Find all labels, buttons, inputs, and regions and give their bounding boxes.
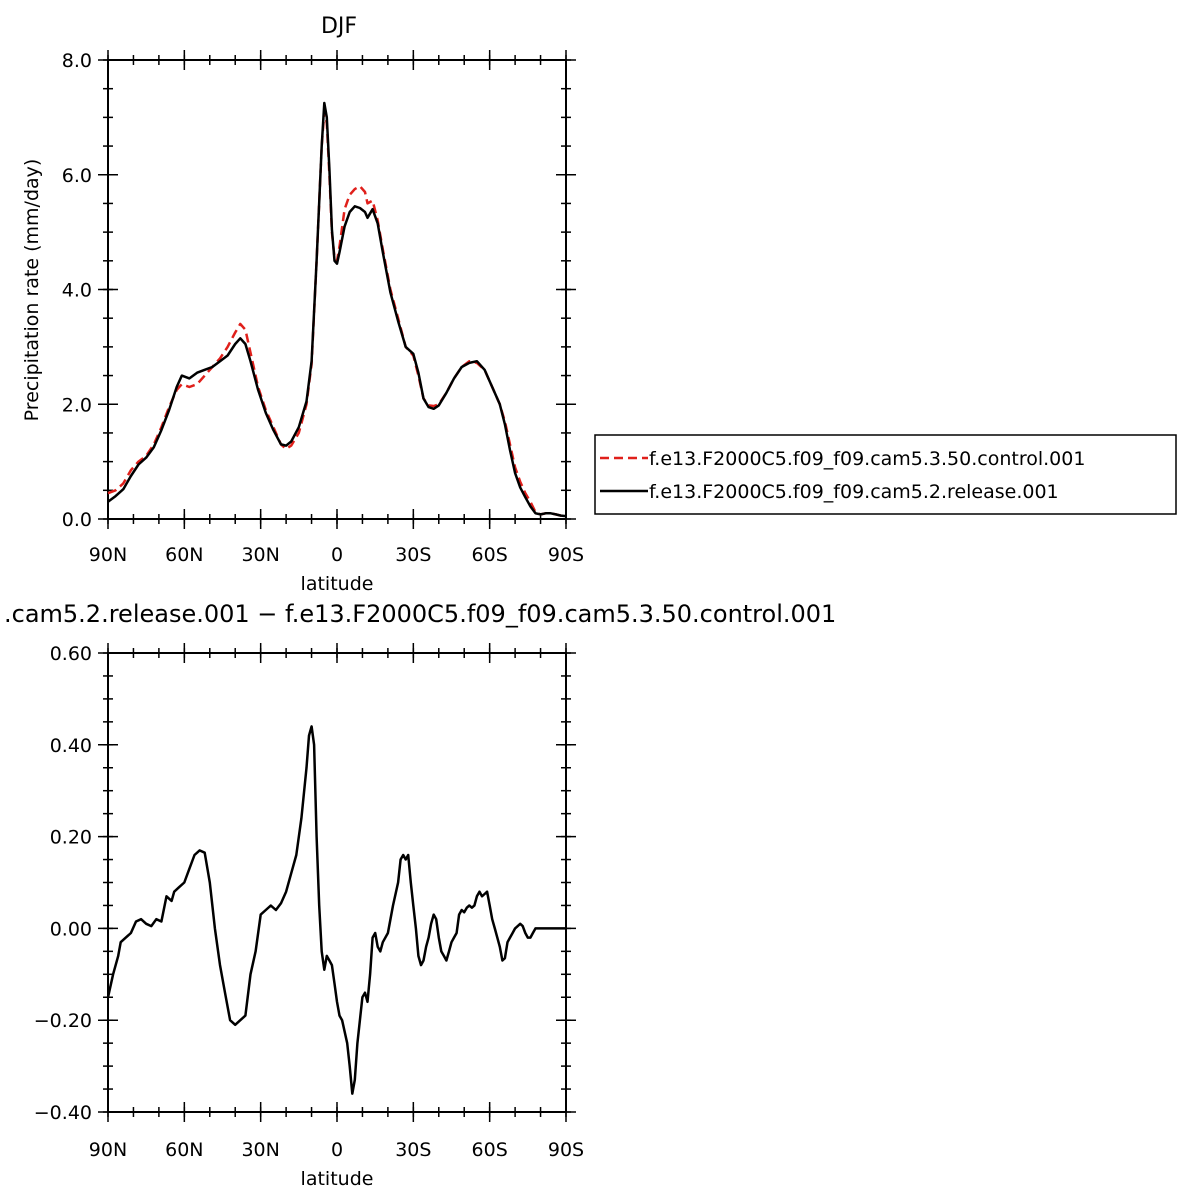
legend-label-release: f.e13.F2000C5.f09_f09.cam5.2.release.001 bbox=[649, 481, 1059, 503]
diff-x-axis-label: latitude bbox=[301, 1168, 374, 1190]
diff-axis-ticks bbox=[98, 643, 576, 1122]
diff-plot-frame bbox=[107, 652, 567, 1113]
diff-chart-title: .cam5.2.release.001 − f.e13.F2000C5.f09_… bbox=[4, 600, 836, 628]
difference-chart: .cam5.2.release.001 − f.e13.F2000C5.f09_… bbox=[4, 600, 836, 1190]
y-tick-label: 0.0 bbox=[62, 509, 92, 531]
x-tick-label: 30N bbox=[241, 1139, 279, 1161]
diff-series-lines bbox=[106, 725, 566, 1095]
y-tick-label: −0.20 bbox=[34, 1010, 92, 1032]
x-tick-labels: 90N 60N 30N 0 30S 60S 90S bbox=[89, 544, 584, 566]
y-tick-label: 6.0 bbox=[62, 165, 92, 187]
x-tick-label: 30S bbox=[395, 544, 431, 566]
y-tick-label: 0.00 bbox=[50, 918, 92, 940]
x-tick-label: 90N bbox=[89, 544, 127, 566]
y-tick-label: 0.20 bbox=[50, 827, 92, 849]
x-axis-label: latitude bbox=[301, 573, 374, 595]
x-tick-label: 90S bbox=[548, 1139, 584, 1161]
x-tick-label: 30S bbox=[395, 1139, 431, 1161]
y-tick-label: 8.0 bbox=[62, 50, 92, 72]
x-tick-label: 60S bbox=[472, 544, 508, 566]
x-tick-label: 60N bbox=[165, 544, 203, 566]
legend-label-control: f.e13.F2000C5.f09_f09.cam5.3.50.control.… bbox=[649, 448, 1085, 470]
series-lines bbox=[107, 101, 567, 518]
x-tick-label: 60N bbox=[165, 1139, 203, 1161]
axis-ticks bbox=[98, 50, 576, 529]
y-tick-label: 4.0 bbox=[62, 280, 92, 302]
series-line bbox=[107, 110, 567, 518]
diff-x-tick-labels: 90N 60N 30N 0 30S 60S 90S bbox=[89, 1139, 584, 1161]
x-tick-label: 60S bbox=[472, 1139, 508, 1161]
y-axis-label: Precipitation rate (mm/day) bbox=[21, 159, 43, 422]
diff-y-tick-labels: −0.40 −0.20 0.00 0.20 0.40 0.60 bbox=[34, 643, 92, 1124]
plot-frame bbox=[107, 59, 567, 520]
chart-title: DJF bbox=[321, 14, 357, 39]
precip-chart: DJF 0.02.04.06.08.0 90N 60N 30N 0 30S 60S 90S … bbox=[21, 14, 1177, 595]
legend-box bbox=[594, 434, 1177, 515]
x-tick-label: 30N bbox=[241, 544, 279, 566]
x-tick-label: 0 bbox=[331, 1139, 343, 1161]
y-tick-label: 0.40 bbox=[50, 735, 92, 757]
series-line bbox=[107, 101, 567, 518]
x-tick-label: 90N bbox=[89, 1139, 127, 1161]
y-tick-label: 2.0 bbox=[62, 394, 92, 416]
legend: f.e13.F2000C5.f09_f09.cam5.3.50.control.… bbox=[594, 434, 1177, 515]
y-tick-label: 0.60 bbox=[50, 643, 92, 665]
x-tick-label: 90S bbox=[548, 544, 584, 566]
y-tick-labels: 0.0 2.0 4.0 6.0 8.0 bbox=[62, 50, 92, 531]
x-tick-label: 0 bbox=[331, 544, 343, 566]
y-tick-label: −0.40 bbox=[34, 1102, 92, 1124]
series-line bbox=[106, 725, 566, 1095]
